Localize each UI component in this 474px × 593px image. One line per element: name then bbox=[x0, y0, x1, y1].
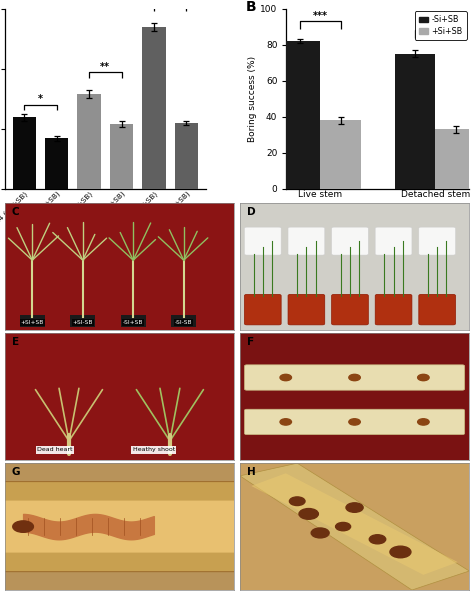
Text: *: * bbox=[38, 94, 43, 104]
Text: +SI-SB: +SI-SB bbox=[73, 320, 93, 325]
Bar bbox=[19, 315, 45, 327]
Text: **: ** bbox=[100, 62, 110, 72]
Text: -SI+SB: -SI+SB bbox=[123, 320, 144, 325]
Circle shape bbox=[336, 522, 351, 531]
Bar bbox=[280, 42, 320, 189]
FancyBboxPatch shape bbox=[245, 409, 465, 435]
FancyBboxPatch shape bbox=[288, 227, 325, 255]
Bar bbox=[45, 139, 68, 189]
Bar bbox=[395, 54, 436, 189]
Text: B: B bbox=[246, 0, 257, 14]
FancyBboxPatch shape bbox=[4, 500, 235, 553]
Text: -SI-SB: -SI-SB bbox=[175, 320, 192, 325]
FancyBboxPatch shape bbox=[332, 227, 368, 255]
Text: Dead heart: Dead heart bbox=[37, 447, 73, 452]
FancyBboxPatch shape bbox=[288, 294, 325, 325]
FancyBboxPatch shape bbox=[375, 227, 412, 255]
Text: +SI+SB: +SI+SB bbox=[21, 320, 44, 325]
Circle shape bbox=[418, 374, 429, 381]
Bar bbox=[77, 94, 101, 189]
Y-axis label: Boring success (%): Boring success (%) bbox=[248, 56, 257, 142]
Text: Heathy shoot: Heathy shoot bbox=[133, 447, 175, 452]
Polygon shape bbox=[251, 473, 458, 575]
Circle shape bbox=[390, 546, 411, 558]
Bar bbox=[120, 315, 146, 327]
FancyBboxPatch shape bbox=[375, 294, 412, 325]
FancyBboxPatch shape bbox=[4, 482, 235, 572]
Circle shape bbox=[346, 503, 363, 512]
Bar bbox=[110, 124, 133, 189]
Circle shape bbox=[418, 419, 429, 425]
FancyBboxPatch shape bbox=[419, 227, 456, 255]
Text: ***: *** bbox=[163, 0, 178, 4]
Bar bbox=[171, 315, 196, 327]
Circle shape bbox=[280, 419, 292, 425]
Bar bbox=[320, 120, 361, 189]
Text: ***: *** bbox=[428, 20, 443, 30]
Bar bbox=[12, 117, 36, 189]
FancyBboxPatch shape bbox=[419, 294, 456, 325]
Circle shape bbox=[290, 497, 305, 506]
Circle shape bbox=[13, 521, 33, 533]
Polygon shape bbox=[240, 463, 469, 590]
Text: H: H bbox=[247, 467, 255, 477]
Bar bbox=[70, 315, 95, 327]
FancyBboxPatch shape bbox=[245, 294, 281, 325]
Bar bbox=[175, 123, 198, 189]
FancyBboxPatch shape bbox=[245, 227, 281, 255]
Legend: -Si+SB, +Si+SB: -Si+SB, +Si+SB bbox=[415, 11, 467, 40]
Circle shape bbox=[311, 528, 329, 538]
Circle shape bbox=[280, 374, 292, 381]
Text: F: F bbox=[247, 337, 254, 347]
Bar bbox=[142, 27, 165, 189]
Text: ***: *** bbox=[313, 11, 328, 21]
Text: D: D bbox=[247, 207, 255, 217]
Circle shape bbox=[349, 374, 360, 381]
Circle shape bbox=[349, 419, 360, 425]
Text: G: G bbox=[12, 467, 20, 477]
Circle shape bbox=[299, 509, 319, 519]
FancyBboxPatch shape bbox=[245, 365, 465, 390]
Bar bbox=[436, 129, 474, 189]
Text: E: E bbox=[12, 337, 19, 347]
FancyBboxPatch shape bbox=[332, 294, 368, 325]
Circle shape bbox=[369, 535, 386, 544]
Text: C: C bbox=[12, 207, 19, 217]
